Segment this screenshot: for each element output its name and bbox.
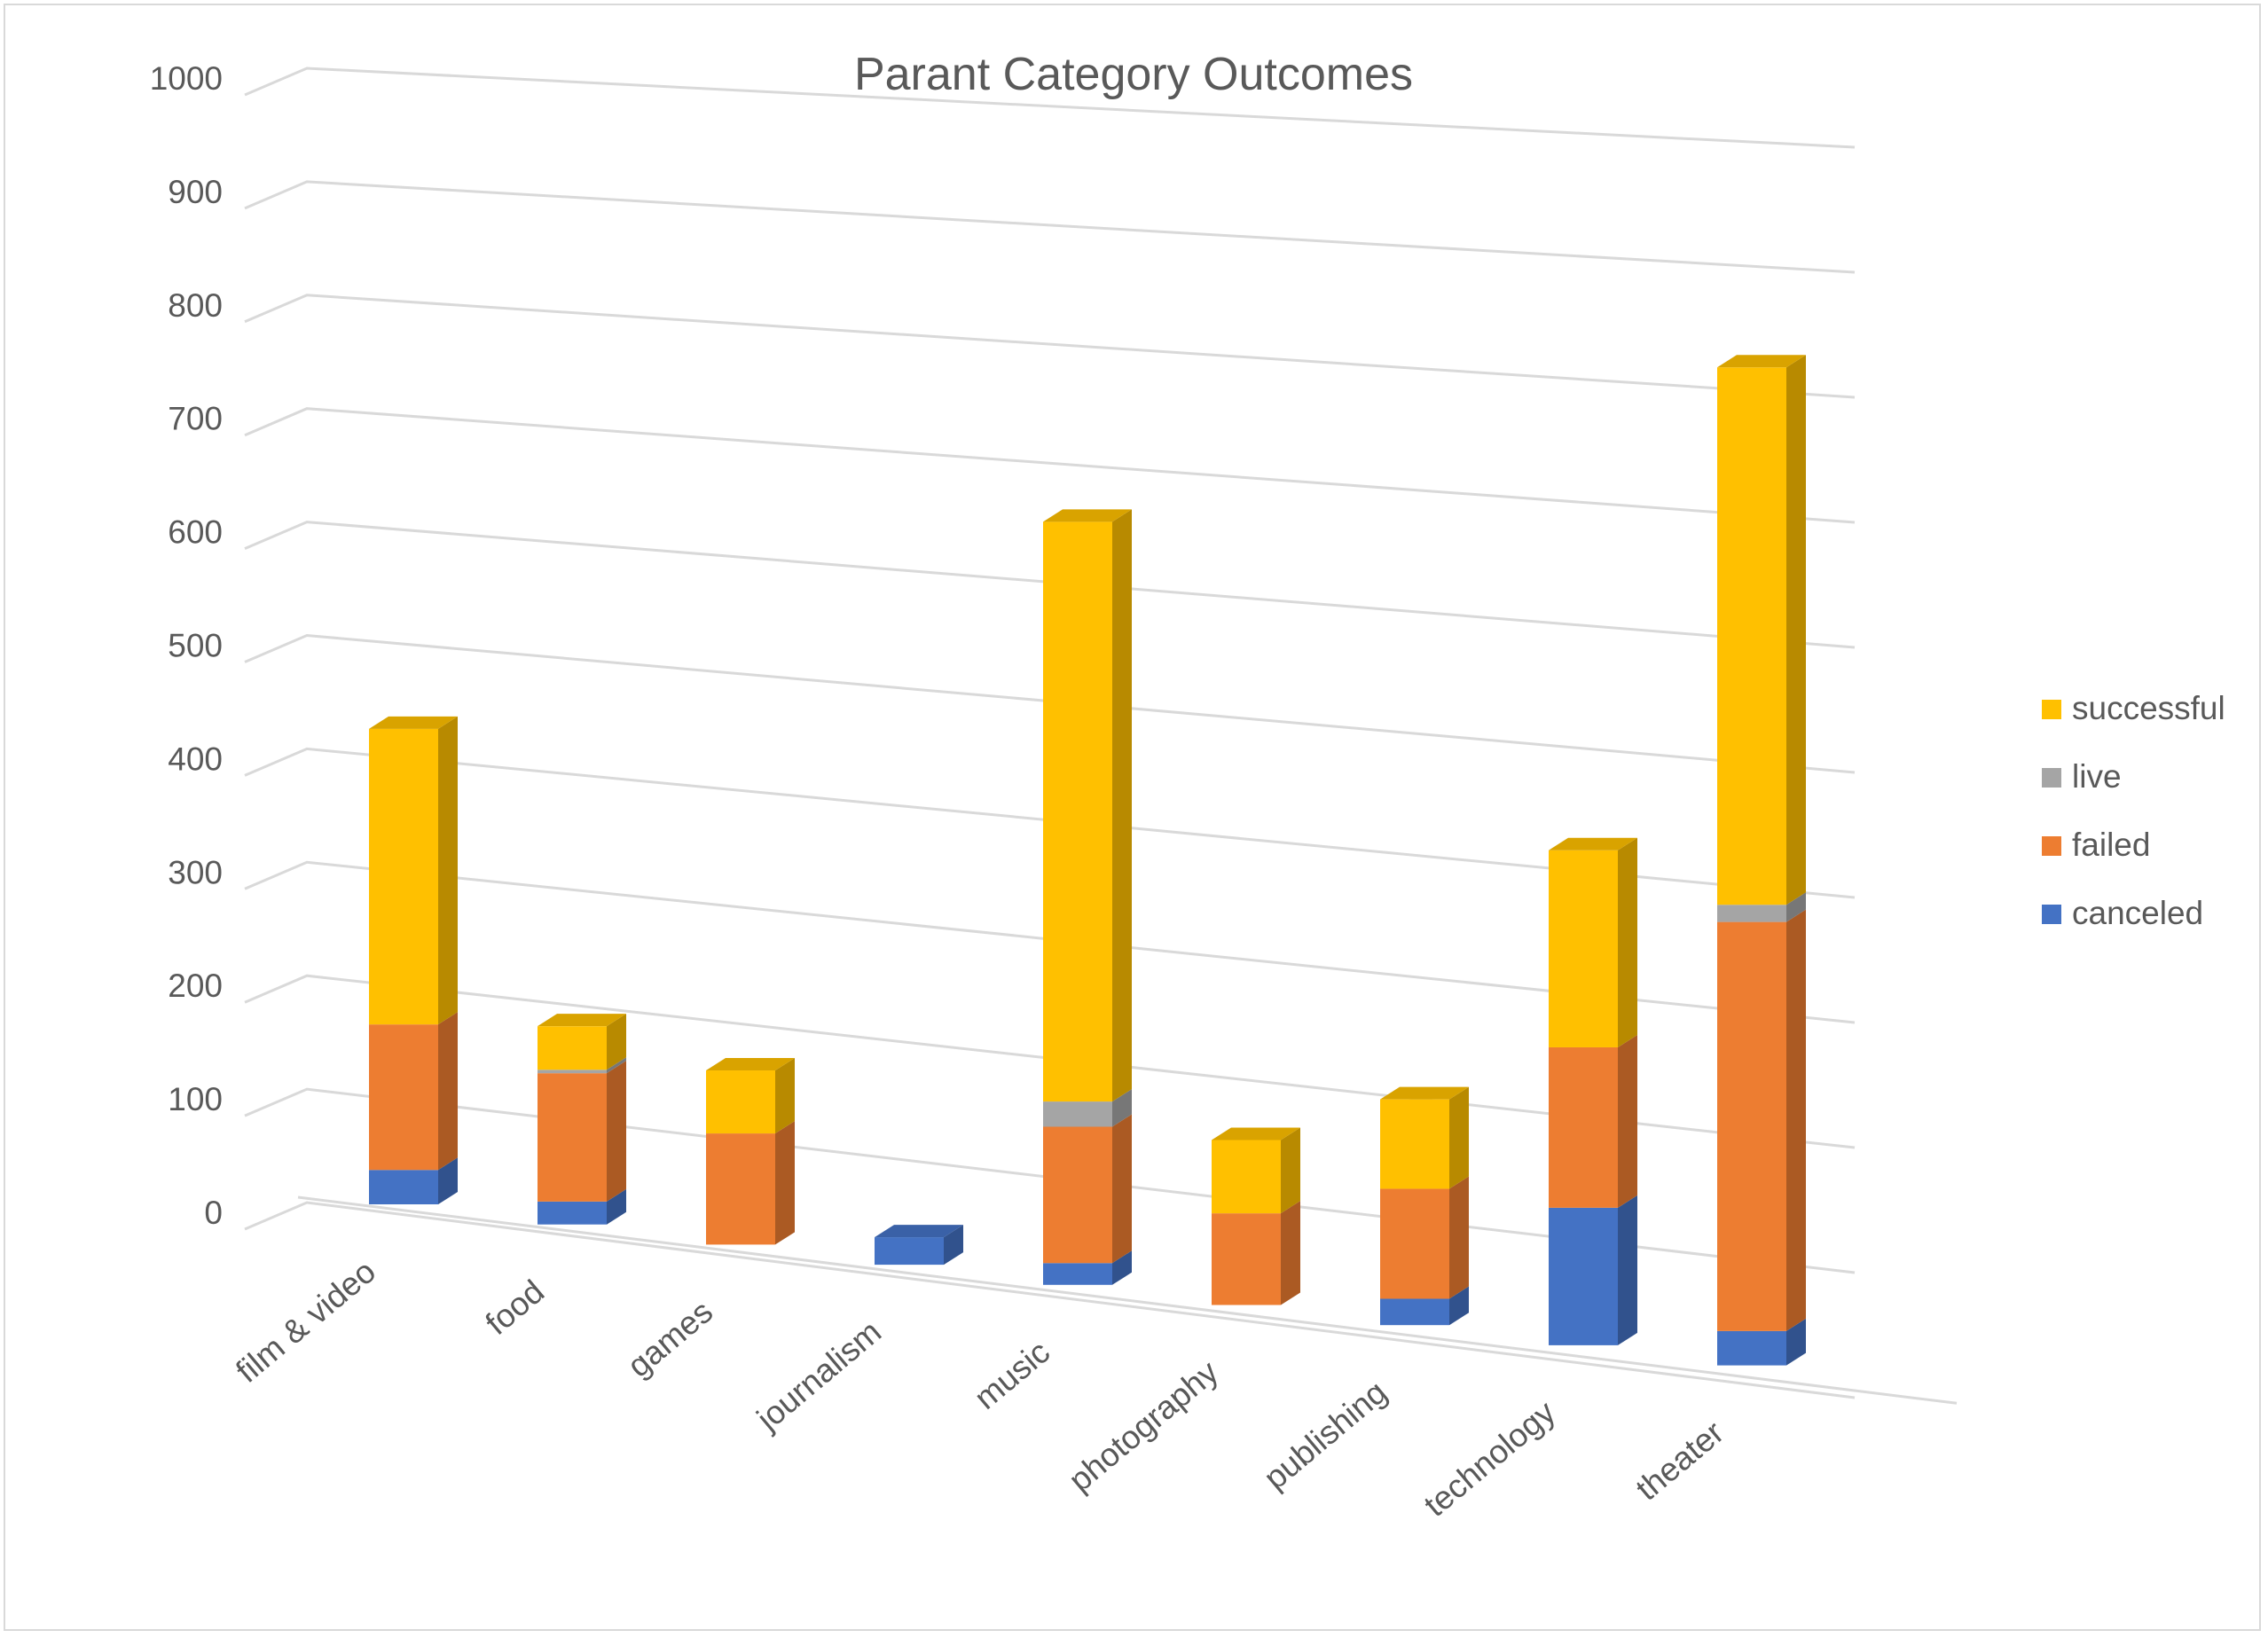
bar-games-failed	[706, 1121, 795, 1245]
legend-item-canceled: canceled	[2042, 895, 2203, 931]
y-tick-label: 0	[204, 1195, 223, 1231]
x-tick-label-photography: photography	[1062, 1353, 1225, 1499]
bar-top-theater	[1717, 355, 1806, 368]
bar-top-journalism	[875, 1225, 963, 1238]
bar-food-failed	[538, 1061, 626, 1202]
bar-top-food	[538, 1014, 626, 1027]
bar-stack-games	[706, 1058, 795, 1245]
gridline-0	[244, 1201, 1856, 1399]
bar-publishing-failed	[1380, 1176, 1469, 1299]
bar-film-video-failed	[369, 1012, 458, 1171]
bar-stack-journalism	[875, 1225, 963, 1266]
bar-journalism-canceled	[875, 1225, 963, 1266]
gridline-700	[244, 407, 1856, 524]
bar-stack-film-video	[369, 716, 458, 1204]
chart-title: Parant Category Outcomes	[854, 49, 1413, 100]
bar-photography-successful	[1212, 1127, 1300, 1214]
bar-stack-food	[538, 1014, 626, 1225]
bar-food-live	[538, 1057, 626, 1074]
bar-top-games	[706, 1058, 795, 1071]
bar-technology-successful	[1549, 837, 1637, 1047]
bar-top-publishing	[1380, 1086, 1469, 1100]
bar-music-failed	[1043, 1114, 1132, 1264]
bar-music-canceled	[1043, 1250, 1132, 1285]
bar-music-live	[1043, 1089, 1132, 1127]
bar-film-video-canceled	[369, 1157, 458, 1204]
legend-label: successful	[2072, 690, 2225, 726]
gridline-800	[244, 294, 1856, 399]
x-tick-label-food: food	[479, 1273, 552, 1342]
x-tick-label-music: music	[968, 1334, 1056, 1417]
x-tick-label-publishing: publishing	[1257, 1374, 1393, 1497]
y-axis-tick-labels: 0 100 200 300 400 500 600 700 800 900 1000	[150, 60, 223, 1231]
y-tick-label: 100	[168, 1081, 223, 1117]
y-tick-label: 200	[168, 968, 223, 1004]
bar-music-successful	[1043, 509, 1132, 1102]
legend-swatch	[2042, 768, 2061, 788]
bar-stack-publishing	[1380, 1086, 1469, 1326]
legend-swatch	[2042, 700, 2061, 719]
gridline-600	[244, 521, 1856, 649]
gridline-400	[244, 747, 1856, 899]
bar-film-video-successful	[369, 716, 458, 1025]
bar-top-photography	[1212, 1127, 1300, 1140]
gridline-100	[244, 1087, 1856, 1274]
legend-item-live: live	[2042, 758, 2122, 795]
legend-label: live	[2072, 758, 2122, 795]
bar-games-successful	[706, 1058, 795, 1134]
gridline-500	[244, 633, 1856, 774]
y-tick-label: 300	[168, 854, 223, 890]
bar-top-music	[1043, 509, 1132, 522]
x-axis-tick-labels: film & video food games journalism music phot…	[229, 1253, 1730, 1524]
gridline-300	[244, 860, 1856, 1024]
chart-canvas: Parant Category Outcomes 0 100 200 300 400 50…	[150, 49, 2225, 1524]
x-tick-label-film-video: film & video	[229, 1253, 382, 1390]
bar-photography-failed	[1212, 1201, 1300, 1305]
bar-food-successful	[538, 1014, 626, 1070]
gridline-900	[244, 180, 1856, 274]
y-tick-label: 400	[168, 741, 223, 777]
bar-top-film-video	[369, 716, 458, 729]
gridline-200	[244, 974, 1856, 1149]
bar-stack-photography	[1212, 1127, 1300, 1305]
bar-theater-failed	[1717, 909, 1806, 1331]
legend-label: canceled	[2072, 895, 2203, 931]
legend-swatch	[2042, 836, 2061, 856]
bar-theater-successful	[1717, 355, 1806, 905]
y-tick-label: 800	[168, 287, 223, 324]
bar-top-technology	[1549, 837, 1637, 850]
bar-technology-failed	[1549, 1034, 1637, 1208]
bar-theater-live	[1717, 892, 1806, 922]
bar-publishing-canceled	[1380, 1286, 1469, 1326]
bar-stack-music	[1043, 509, 1132, 1285]
y-tick-label: 600	[168, 514, 223, 551]
stacked-bars	[369, 355, 1806, 1366]
y-tick-label: 500	[168, 628, 223, 664]
y-tick-label: 900	[168, 174, 223, 210]
bar-theater-canceled	[1717, 1318, 1806, 1366]
bar-food-canceled	[538, 1188, 626, 1225]
legend: successful live failed canceled	[2042, 690, 2225, 931]
bar-technology-canceled	[1549, 1195, 1637, 1345]
x-tick-label-games: games	[621, 1293, 719, 1384]
bar-stack-technology	[1549, 837, 1637, 1345]
legend-item-successful: successful	[2042, 690, 2225, 726]
legend-item-failed: failed	[2042, 827, 2150, 863]
bar-publishing-successful	[1380, 1086, 1469, 1189]
floor-line	[297, 1195, 1958, 1405]
y-tick-label: 1000	[150, 60, 223, 97]
chart-area: Parant Category Outcomes 0 100 200 300 400 50…	[4, 4, 2261, 1631]
y-tick-label: 700	[168, 401, 223, 437]
legend-swatch	[2042, 905, 2061, 924]
gridline-1000	[244, 67, 1856, 149]
gridlines	[244, 67, 1958, 1405]
bar-stack-theater	[1717, 355, 1806, 1366]
x-tick-label-journalism: journalism	[749, 1313, 888, 1438]
legend-label: failed	[2072, 827, 2150, 863]
x-tick-label-theater: theater	[1629, 1414, 1731, 1507]
x-tick-label-technology: technology	[1417, 1393, 1563, 1524]
